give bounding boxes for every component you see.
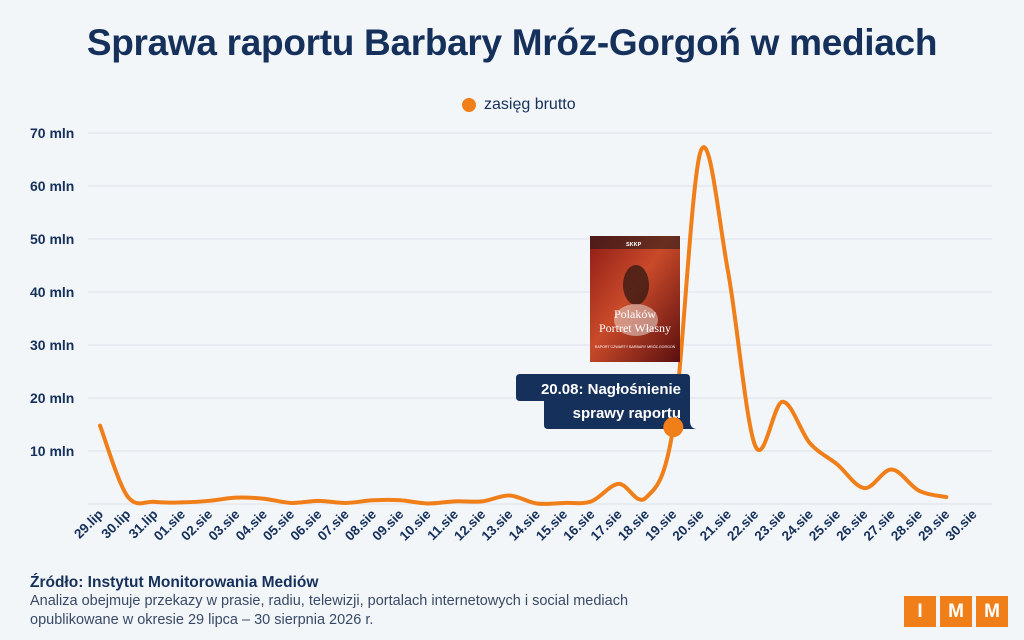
logo-letter: I: [904, 596, 936, 627]
source-line2: opublikowane w okresie 29 lipca – 30 sie…: [30, 612, 374, 628]
y-tick-label: 60 mln: [30, 178, 74, 194]
y-tick-label: 50 mln: [30, 231, 74, 247]
x-tick-label: 29.lip: [71, 507, 106, 542]
report-cover-image: SKKP Polaków Portret Własny RAPORT CZWAR…: [590, 236, 680, 362]
cover-title-line1: Polaków: [614, 307, 656, 321]
source-note: Źródło: Instytut Monitorowania Mediów An…: [30, 573, 750, 630]
source-line1: Analiza obejmuje przekazy w prasie, radi…: [30, 593, 629, 609]
series-line-zasieg-brutto: [98, 145, 949, 506]
source-title: Źródło: Instytut Monitorowania Mediów: [30, 574, 319, 591]
x-axis-ticks: 29.lip30.lip31.lip01.sie02.sie03.sie04.s…: [71, 506, 980, 543]
imm-logo: I M M: [904, 596, 1008, 627]
y-tick-label: 30 mln: [30, 337, 74, 353]
x-tick-label: 30.lip: [98, 507, 133, 542]
annotation-line2: sprawy raportu: [573, 405, 681, 422]
cover-subtitle: RAPORT CZWARTY BARBARY MRÓZ-GORGOŃ: [595, 344, 676, 349]
x-tick-label: 30.sie: [943, 506, 980, 543]
y-tick-label: 10 mln: [30, 443, 74, 459]
cover-title-line2: Portret Własny: [599, 321, 671, 335]
y-tick-label: 20 mln: [30, 390, 74, 406]
logo-letter: M: [940, 596, 972, 627]
chart-title: Sprawa raportu Barbary Mróz-Gorgoń w med…: [86, 22, 938, 63]
cover-badge: SKKP: [626, 242, 642, 248]
y-axis-ticks: 10 mln 20 mln 30 mln 40 mln 50 mln 60 mln 70 m…: [30, 125, 74, 459]
annotation-point: [663, 417, 684, 438]
y-tick-label: 40 mln: [30, 284, 74, 300]
annotation-callout: 20.08: Nagłośnienie sprawy raportu: [516, 374, 696, 429]
logo-letter: M: [976, 596, 1008, 627]
annotation-line1: 20.08: Nagłośnienie: [541, 381, 681, 398]
chart-legend: zasięg brutto: [462, 94, 576, 116]
legend-marker: [462, 98, 476, 112]
legend-label: zasięg brutto: [484, 96, 576, 113]
grid-lines: [88, 132, 992, 505]
y-tick-label: 70 mln: [30, 125, 74, 141]
x-tick-label: 10.sie: [397, 506, 434, 543]
